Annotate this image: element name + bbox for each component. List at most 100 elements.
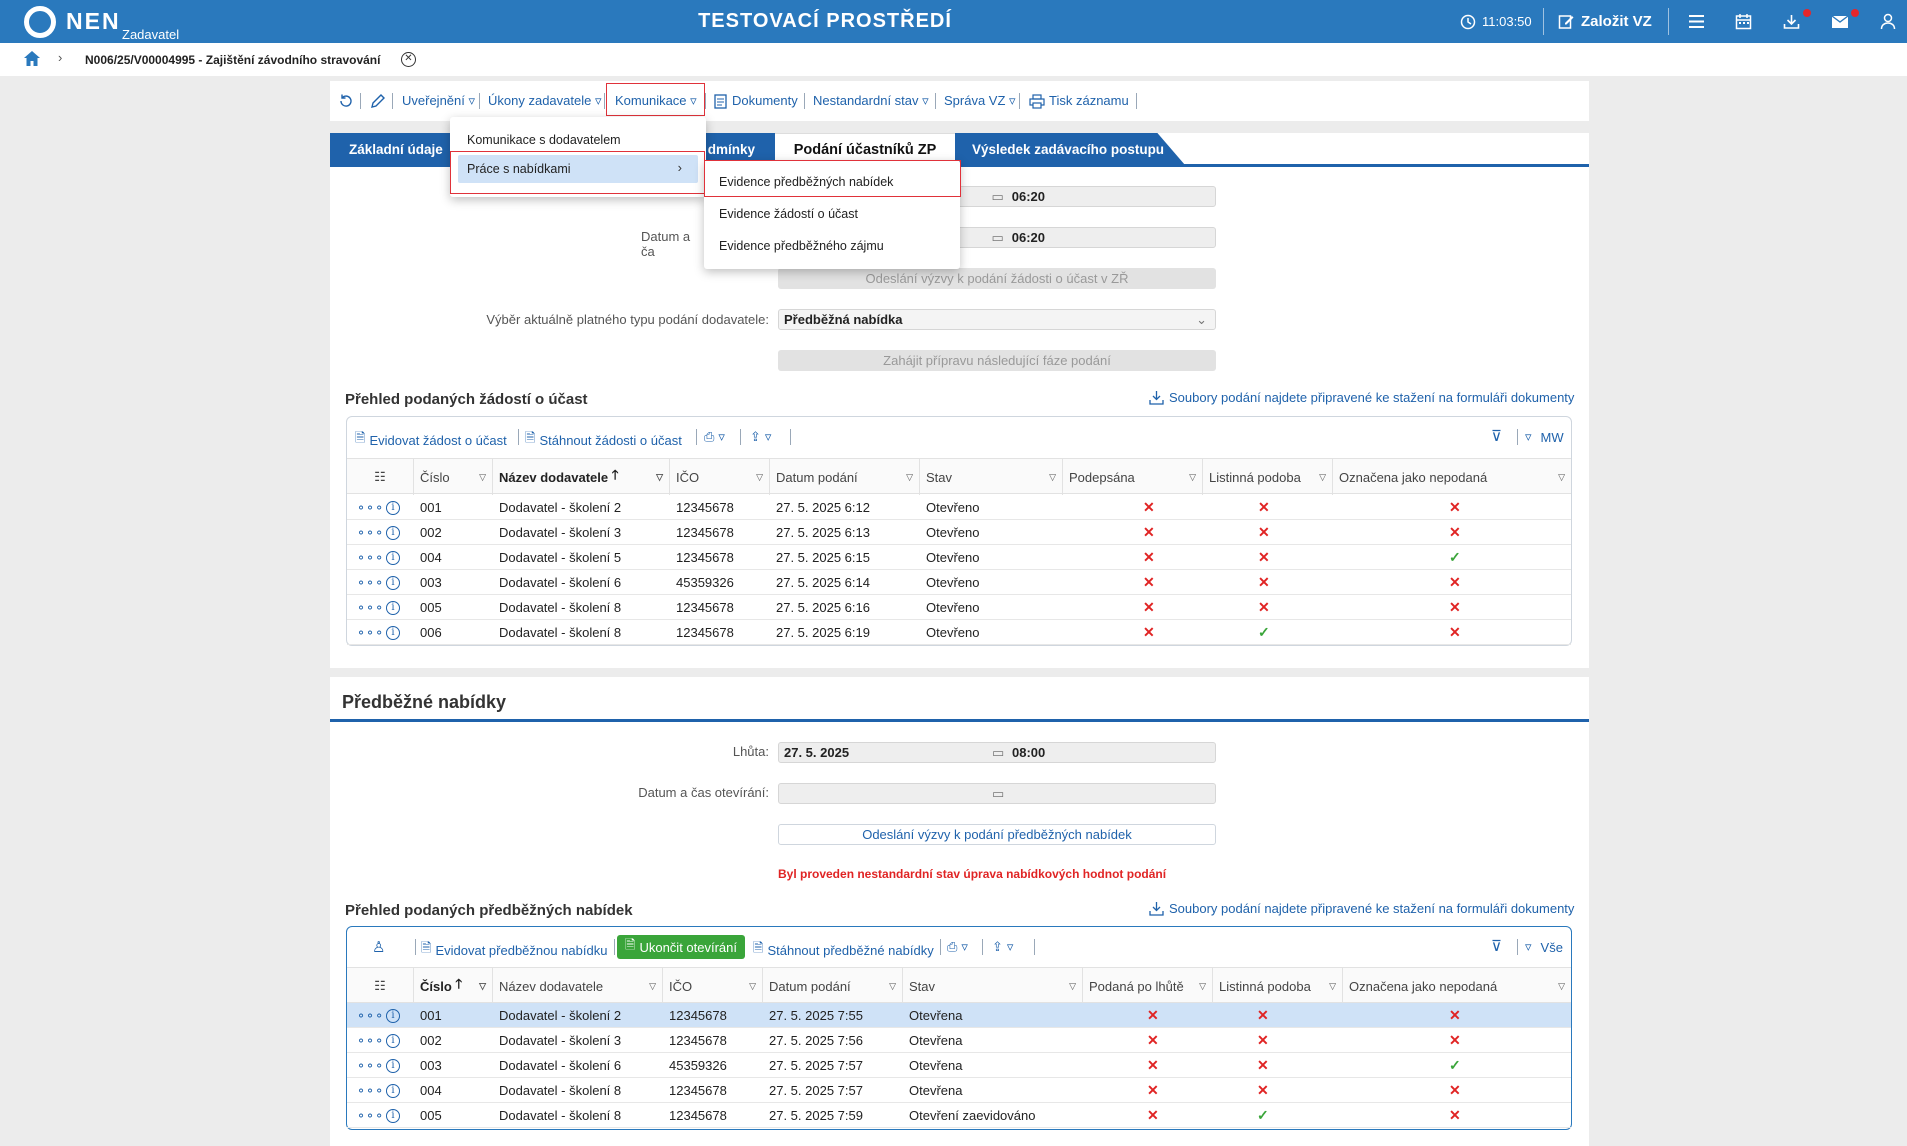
row-actions-icon[interactable]: ⚬⚬⚬ (356, 1008, 384, 1023)
menu-item-work-with-offers[interactable]: Práce s nabídkami › (458, 155, 698, 183)
col-number[interactable]: Číslo ▽ (414, 459, 493, 495)
col-unsubmitted[interactable]: Označena jako nepodaná ▽ (1349, 978, 1565, 994)
row-actions-icon[interactable]: ⚬⚬⚬ (356, 625, 384, 640)
home-icon[interactable] (23, 50, 41, 67)
col-late[interactable]: Podaná po lhůtě ▽ (1083, 968, 1213, 1004)
export-menu-button[interactable]: ⇪ ▿ (992, 939, 1014, 954)
export-menu-button[interactable]: ⇪ ▿ (750, 429, 772, 444)
main-menu-button[interactable] (1688, 0, 1705, 43)
toolbar-manage[interactable]: Správa VZ ▿ (944, 93, 1016, 108)
submenu-participation-requests[interactable]: Evidence žádostí o účast (719, 207, 858, 221)
info-icon[interactable]: i (386, 1078, 400, 1103)
breadcrumb-current[interactable]: N006/25/V00004995 - Zajištění závodního … (85, 53, 381, 67)
messages-button[interactable] (1831, 0, 1849, 43)
column-settings-icon[interactable]: ☷ (347, 968, 414, 1004)
downloads-button[interactable] (1783, 0, 1800, 43)
create-vz-button[interactable]: Založit VZ (1558, 0, 1652, 43)
menu-item-supplier-communication[interactable]: Komunikace s dodavatelem (467, 133, 621, 147)
send-invitation-preliminary-button[interactable]: Odeslání výzvy k podání předběžných nabí… (778, 824, 1216, 845)
calendar-button[interactable] (1735, 0, 1752, 43)
col-signed[interactable]: Podepsána ▽ (1063, 459, 1203, 495)
col-state[interactable]: Stav ▽ (920, 459, 1063, 495)
nen-logo-icon[interactable] (24, 6, 56, 38)
col-ico[interactable]: IČO ▽ (670, 459, 770, 495)
col-paper[interactable]: Listinná podoba ▽ (1203, 459, 1333, 495)
table-row[interactable]: ⚬⚬⚬ i 004 Dodavatel - školení 8 12345678 27. … (347, 1078, 1571, 1103)
tab-submissions[interactable]: Podání účastníků ZP (775, 133, 955, 165)
table-row[interactable]: ⚬⚬⚬ i 005 Dodavatel - školení 8 12345678 27. … (347, 595, 1571, 620)
info-icon[interactable]: i (386, 620, 400, 645)
pencil-icon[interactable] (370, 93, 386, 109)
info-icon[interactable]: i (386, 1103, 400, 1128)
table-row[interactable]: ⚬⚬⚬ i 002 Dodavatel - školení 3 12345678 27. … (347, 1028, 1571, 1053)
print-menu-button[interactable]: ⎙ ▿ (947, 939, 968, 954)
toolbar-acts[interactable]: Úkony zadavatele ▿ (488, 93, 602, 108)
register-preliminary-button[interactable]: 🗎 Evidovat předběžnou nabídku (421, 939, 607, 961)
info-icon[interactable]: i (386, 1003, 400, 1028)
start-next-phase-button[interactable]: Zahájit přípravu následující fáze podání (778, 350, 1216, 371)
info-icon[interactable]: i (386, 495, 400, 520)
row-actions-icon[interactable]: ⚬⚬⚬ (356, 1108, 384, 1123)
view-selector[interactable]: ▿ Vše (1525, 939, 1563, 955)
info-icon[interactable]: i (386, 1053, 400, 1078)
row-actions-icon[interactable]: ⚬⚬⚬ (356, 1083, 384, 1098)
info-icon[interactable]: i (386, 570, 400, 595)
row-actions-icon[interactable]: ⚬⚬⚬ (356, 525, 384, 540)
send-invitation-participation-button[interactable]: Odeslání výzvy k podání žádosti o účast … (778, 268, 1216, 289)
refresh-icon[interactable] (338, 93, 354, 109)
row-actions-icon[interactable]: ⚬⚬⚬ (356, 575, 384, 590)
toolbar-print[interactable]: Tisk záznamu (1049, 93, 1129, 108)
view-selector[interactable]: ▿ MW (1525, 429, 1564, 445)
row-actions-icon[interactable]: ⚬⚬⚬ (356, 1033, 384, 1048)
info-icon[interactable]: i (386, 1028, 400, 1053)
row-actions-icon[interactable]: ⚬⚬⚬ (356, 1058, 384, 1073)
col-paper[interactable]: Listinná podoba ▽ (1213, 968, 1343, 1004)
col-number[interactable]: Číslo 🡑 ▽ (414, 968, 493, 1004)
deadline-field[interactable]: 27. 5. 2025 ▭ 08:00 (778, 742, 1216, 763)
table-row[interactable]: ⚬⚬⚬ i 001 Dodavatel - školení 2 12345678 27. … (347, 495, 1571, 520)
filter-icon[interactable]: ⊽ (1491, 428, 1502, 445)
col-supplier[interactable]: Název dodavatele ▽ (493, 968, 663, 1004)
col-date[interactable]: Datum podání ▽ (763, 968, 903, 1004)
tab-basic[interactable]: Základní údaje (330, 133, 455, 165)
submenu-preliminary-interest[interactable]: Evidence předběžného zájmu (719, 239, 884, 253)
table-row[interactable]: ⚬⚬⚬ i 006 Dodavatel - školení 8 12345678 27. … (347, 620, 1571, 645)
info-icon[interactable]: i (386, 520, 400, 545)
download-participation-button[interactable]: 🗎 Stáhnout žádosti o účast (525, 429, 682, 451)
register-participation-button[interactable]: 🗎 Evidovat žádost o účast (355, 429, 507, 451)
col-supplier[interactable]: Název dodavatele 🡑 ▽ (493, 459, 670, 495)
table-row[interactable]: ⚬⚬⚬ i 003 Dodavatel - školení 6 45359326 27. … (347, 1053, 1571, 1078)
user-button[interactable] (1880, 0, 1896, 43)
col-unsubmitted[interactable]: Označena jako nepodaná ▽ (1339, 469, 1565, 485)
column-settings-icon[interactable]: ☷ (347, 459, 414, 495)
toolbar-nonstandard[interactable]: Nestandardní stav ▿ (813, 93, 929, 108)
info-icon[interactable]: i (386, 545, 400, 570)
col-ico[interactable]: IČO ▽ (663, 968, 763, 1004)
table-row[interactable]: ⚬⚬⚬ i 004 Dodavatel - školení 5 12345678 27. … (347, 545, 1571, 570)
table-row[interactable]: ⚬⚬⚬ i 001 Dodavatel - školení 2 12345678 27. … (347, 1003, 1571, 1028)
opening-date-field[interactable]: ▭ (778, 783, 1216, 804)
files-link-1[interactable]: Soubory podání najdete připravené ke sta… (1149, 390, 1574, 405)
col-date[interactable]: Datum podání ▽ (770, 459, 920, 495)
submission-type-select[interactable]: Předběžná nabídka ⌄ (778, 309, 1216, 330)
download-preliminary-button[interactable]: 🗎 Stáhnout předběžné nabídky (753, 939, 934, 961)
toolbar-publish[interactable]: Uveřejnění ▿ (402, 93, 476, 108)
row-actions-icon[interactable]: ⚬⚬⚬ (356, 600, 384, 615)
close-icon[interactable]: ✕ (401, 52, 416, 67)
table-row[interactable]: ⚬⚬⚬ i 003 Dodavatel - školení 6 45359326 27. … (347, 570, 1571, 595)
tab-result[interactable]: Výsledek zadávacího postupu (955, 133, 1185, 165)
toolbar-documents[interactable]: Dokumenty (732, 93, 798, 108)
print-menu-button[interactable]: ⎙ ▿ (704, 429, 725, 444)
submenu-preliminary-offers[interactable]: Evidence předběžných nabídek (719, 175, 894, 189)
toolbar-communication[interactable]: Komunikace ▿ (615, 93, 697, 108)
table-row[interactable]: ⚬⚬⚬ i 002 Dodavatel - školení 3 12345678 27. … (347, 520, 1571, 545)
award-icon[interactable]: ♙ (372, 939, 386, 956)
finish-opening-button[interactable]: 🗎 Ukončit otevírání (617, 935, 745, 959)
col-state[interactable]: Stav ▽ (903, 968, 1083, 1004)
row-actions-icon[interactable]: ⚬⚬⚬ (356, 500, 384, 515)
files-link-2[interactable]: Soubory podání najdete připravené ke sta… (1149, 901, 1574, 916)
row-actions-icon[interactable]: ⚬⚬⚬ (356, 550, 384, 565)
info-icon[interactable]: i (386, 595, 400, 620)
table-row[interactable]: ⚬⚬⚬ i 005 Dodavatel - školení 8 12345678 27. … (347, 1103, 1571, 1128)
filter-icon[interactable]: ⊽ (1491, 938, 1502, 955)
